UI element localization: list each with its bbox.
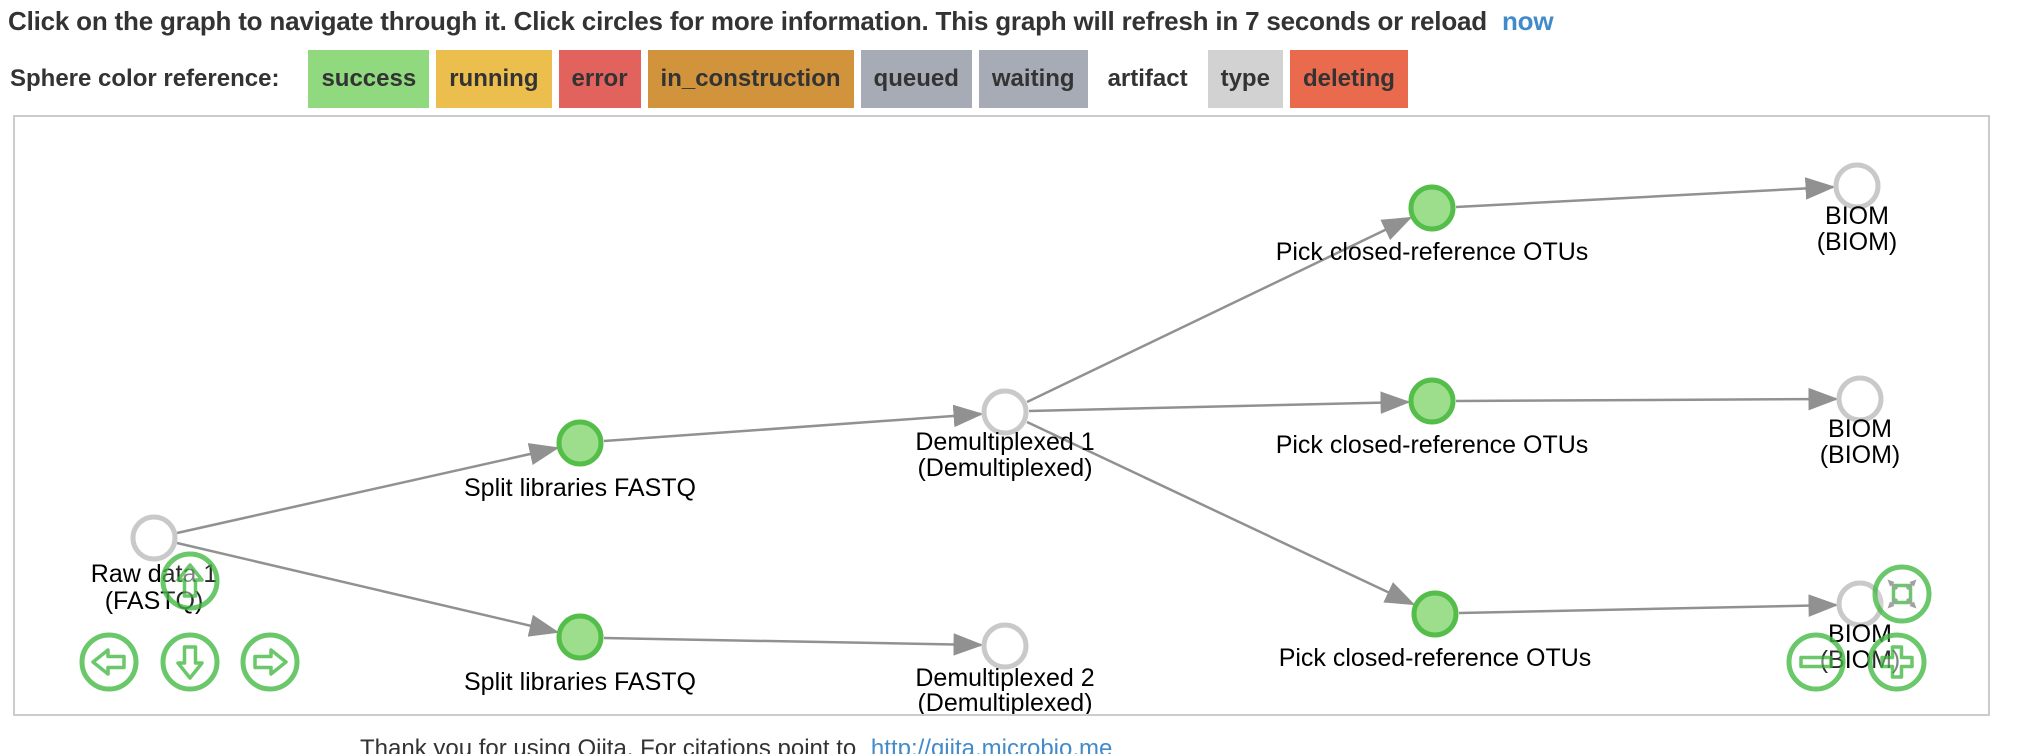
legend-title: Sphere color reference: [10,65,280,92]
node-split-libraries-fastq-a[interactable] [556,419,604,467]
graph-edge [1455,177,1836,209]
legend-item-waiting: waiting [978,50,1088,108]
nav-down-button[interactable] [160,632,220,692]
zoom-out-icon [1799,655,1833,669]
node-label: BIOM [1825,202,1889,230]
node-sublabel: (BIOM) [1817,228,1898,256]
graph-edge [603,404,984,443]
node-label: Pick closed-reference OTUs [1276,238,1589,266]
legend-item-in-construction: in_construction [647,50,854,108]
zoom-in-icon [1880,645,1914,679]
arrow-up-icon [176,563,204,598]
nav-right-button[interactable] [240,632,300,692]
node-pick-closed-reference-otus-c[interactable] [1411,590,1459,638]
graph-edge [1026,420,1416,606]
node-label: BIOM [1828,415,1892,443]
graph-edge [1026,216,1413,404]
legend-item-artifact: artifact [1107,65,1188,92]
graph-edge [176,541,560,637]
zoom-in-button[interactable] [1867,632,1927,692]
graph-nodes: Raw data 1 (FASTQ) Split libraries FASTQ… [91,162,1901,714]
graph-edge [176,443,560,535]
graph-edge [603,633,984,656]
node-biom-a[interactable] [1833,162,1881,210]
node-demultiplexed-2[interactable] [981,622,1029,670]
node-label: Pick closed-reference OTUs [1276,431,1589,459]
graph-edge [1458,594,1839,617]
fit-view-icon [1887,579,1917,609]
node-pick-closed-reference-otus-a[interactable] [1408,184,1456,232]
graph-panel[interactable]: Raw data 1 (FASTQ) Split libraries FASTQ… [13,115,1990,716]
nav-left-button[interactable] [79,632,139,692]
node-label: Demultiplexed 1 [915,428,1094,456]
node-demultiplexed-1[interactable] [981,388,1029,436]
legend-item-queued: queued [860,50,972,108]
qiita-citation-link[interactable]: http://qiita.microbio.me [870,735,1113,754]
page-instructions: Click on the graph to navigate through i… [8,6,1554,37]
nav-up-button[interactable] [160,551,220,611]
node-label: Split libraries FASTQ [464,474,696,502]
footer: Thank you for using Qiita. For citations… [360,735,1112,754]
node-biom-c[interactable] [1836,580,1884,628]
legend-item-deleting: deleting [1289,50,1408,108]
node-sublabel: (BIOM) [1820,441,1901,469]
node-label: Pick closed-reference OTUs [1279,644,1592,672]
instructions-text: Click on the graph to navigate through i… [8,6,1487,36]
node-label: Split libraries FASTQ [464,668,696,696]
reload-now-link[interactable]: now [1501,6,1554,36]
node-sublabel: (Demultiplexed) [917,454,1092,482]
node-sublabel: (Demultiplexed) [917,689,1092,714]
arrow-right-icon [253,648,288,676]
graph-edge [1028,391,1411,414]
node-split-libraries-fastq-b[interactable] [556,613,604,661]
node-biom-b[interactable] [1836,375,1884,423]
graph-edges [176,177,1839,656]
node-pick-closed-reference-otus-b[interactable] [1408,377,1456,425]
arrow-left-icon [91,648,126,676]
node-raw-data-1[interactable] [130,514,178,562]
footer-text: Thank you for using Qiita. For citations… [360,735,857,754]
graph-edge [1455,387,1839,411]
node-sublabel: (BIOM) [1820,646,1901,674]
legend-item-running: running [436,50,552,108]
legend-item-success: success [308,50,430,108]
node-label: Demultiplexed 2 [915,664,1094,692]
arrow-down-icon [176,645,204,680]
zoom-fit-button[interactable] [1872,564,1932,624]
sphere-color-legend: Sphere color reference: success running … [10,50,1408,108]
legend-item-error: error [558,50,641,108]
zoom-out-button[interactable] [1786,632,1846,692]
legend-item-type: type [1207,50,1283,108]
